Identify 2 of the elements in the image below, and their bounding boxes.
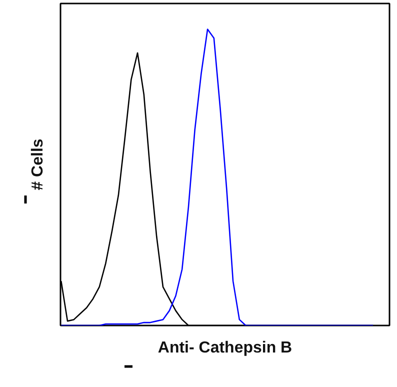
y-axis-title: # Cells (30, 138, 46, 190)
x-axis-title: Anti- Cathepsin B (158, 340, 292, 356)
